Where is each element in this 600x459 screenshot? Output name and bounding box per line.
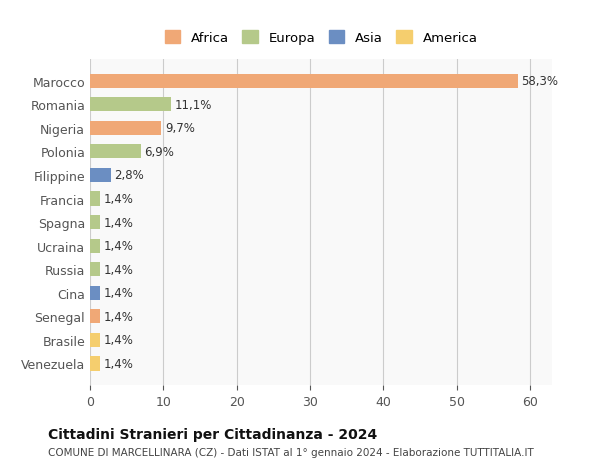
Text: 1,4%: 1,4% (104, 263, 134, 276)
Text: 1,4%: 1,4% (104, 193, 134, 206)
Bar (90, 310, 100, 324)
Bar (90, 333, 100, 347)
Text: 1,4%: 1,4% (104, 334, 134, 347)
Bar (90, 286, 100, 300)
Text: 6,9%: 6,9% (144, 146, 174, 158)
Bar (90, 74, 518, 89)
Bar (90, 263, 100, 277)
Bar (90, 168, 110, 183)
Bar (90, 239, 100, 253)
Text: Cittadini Stranieri per Cittadinanza - 2024: Cittadini Stranieri per Cittadinanza - 2… (48, 427, 377, 441)
Bar (90, 145, 140, 159)
Text: 1,4%: 1,4% (104, 357, 134, 370)
Text: 1,4%: 1,4% (104, 240, 134, 252)
Bar (90, 357, 100, 371)
Bar (90, 122, 161, 135)
Text: 11,1%: 11,1% (175, 99, 212, 112)
Text: 1,4%: 1,4% (104, 287, 134, 300)
Bar (90, 192, 100, 206)
Text: 58,3%: 58,3% (521, 75, 558, 88)
Text: 1,4%: 1,4% (104, 216, 134, 229)
Text: COMUNE DI MARCELLINARA (CZ) - Dati ISTAT al 1° gennaio 2024 - Elaborazione TUTTI: COMUNE DI MARCELLINARA (CZ) - Dati ISTAT… (48, 448, 534, 458)
Bar (90, 98, 172, 112)
Text: 2,8%: 2,8% (114, 169, 144, 182)
Bar (90, 216, 100, 230)
Text: 1,4%: 1,4% (104, 310, 134, 323)
Legend: Africa, Europa, Asia, America: Africa, Europa, Asia, America (158, 24, 484, 51)
Text: 9,7%: 9,7% (165, 122, 194, 135)
